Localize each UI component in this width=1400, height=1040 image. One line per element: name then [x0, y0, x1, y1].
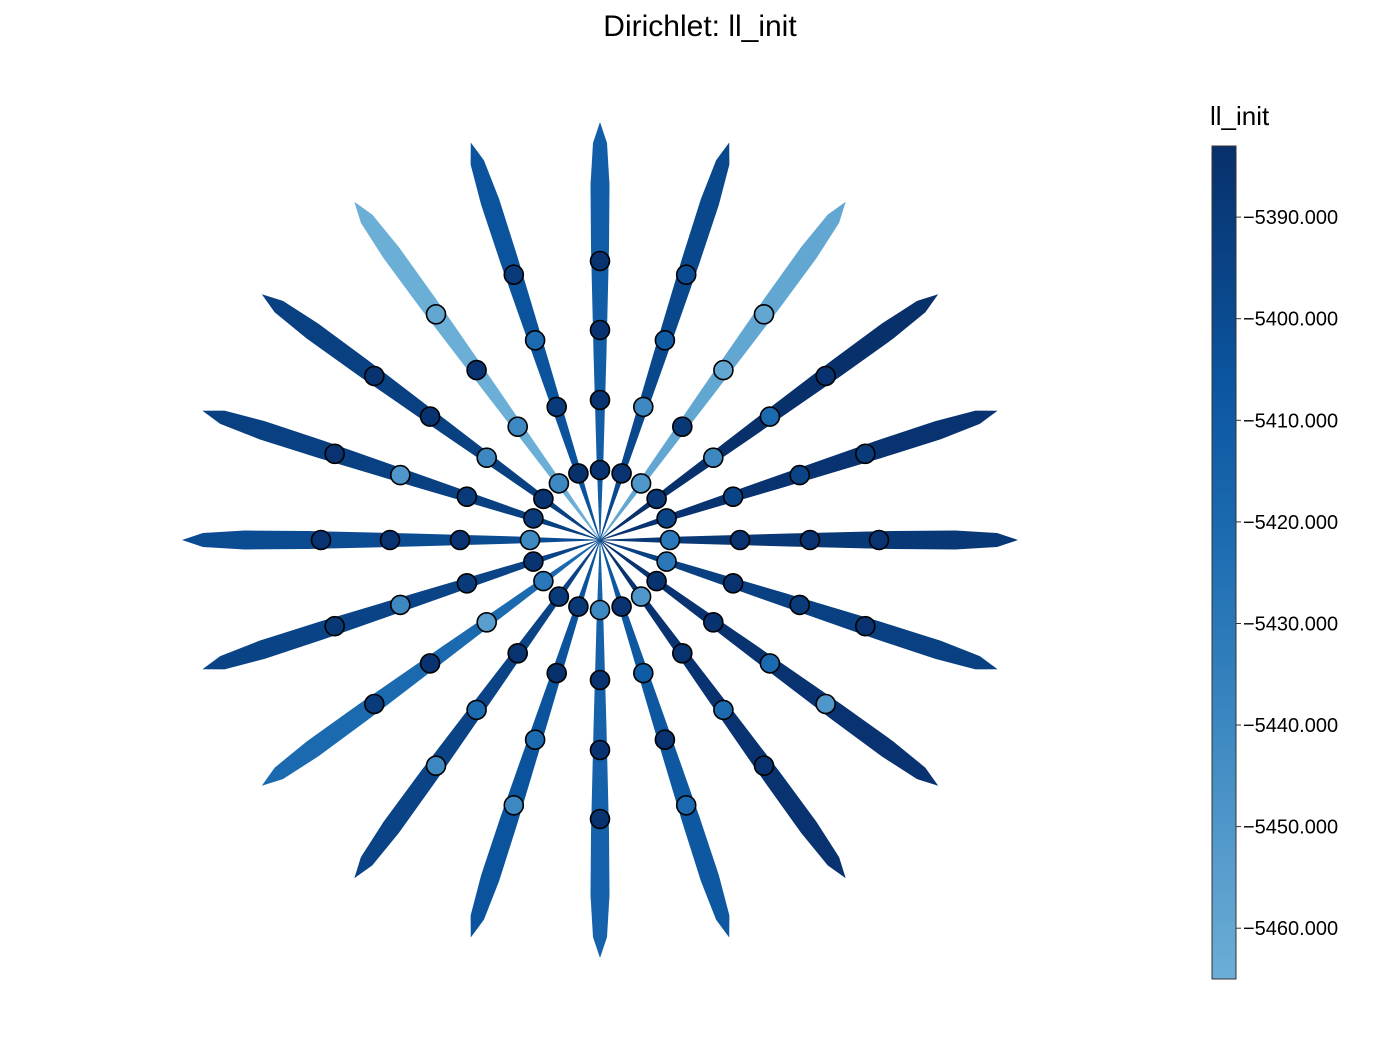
point-s12-3 [363, 693, 385, 715]
point-s11-0 [523, 551, 544, 572]
point-s6-0 [568, 463, 589, 484]
colorbar-tick-label-7: −5460.000 [1243, 918, 1338, 940]
point-s2-2 [759, 406, 781, 427]
point-s1-3 [854, 443, 876, 465]
point-s12-1 [476, 611, 498, 633]
point-s7-2 [466, 359, 487, 381]
point-s17-1 [671, 642, 693, 664]
point-s9-3 [324, 443, 346, 465]
point-s16-2 [654, 729, 676, 751]
point-s10-1 [449, 529, 471, 551]
colorbar-title: ll_init [1210, 101, 1270, 131]
colorbar-tick-label-6: −5450.000 [1243, 817, 1338, 839]
point-s18-3 [815, 693, 837, 715]
point-s8-0 [533, 488, 554, 510]
point-s9-0 [523, 508, 544, 529]
point-s7-1 [507, 416, 529, 438]
colorbar-tick-label-1: −5400.000 [1243, 309, 1338, 331]
point-s3-1 [671, 416, 693, 438]
point-s19-2 [789, 594, 811, 616]
point-s14-3 [503, 794, 525, 816]
point-s3-3 [753, 303, 775, 325]
point-s14-0 [568, 596, 589, 617]
point-s6-1 [546, 396, 568, 418]
point-s14-2 [524, 729, 546, 751]
point-s0-1 [729, 529, 751, 551]
point-s16-0 [611, 596, 632, 617]
point-s5-3 [589, 250, 611, 272]
point-s6-2 [524, 329, 546, 351]
point-s1-2 [789, 464, 811, 486]
point-s8-1 [476, 447, 498, 469]
point-s13-0 [548, 586, 570, 607]
point-s1-0 [656, 508, 677, 529]
point-s17-2 [713, 699, 734, 721]
point-s2-0 [646, 488, 667, 510]
point-s9-2 [389, 464, 411, 486]
point-s0-3 [868, 529, 890, 551]
point-s9-1 [456, 486, 478, 508]
point-s18-0 [646, 570, 667, 592]
point-s17-3 [753, 755, 775, 777]
point-s13-1 [507, 642, 529, 664]
point-s12-0 [533, 570, 554, 592]
point-s15-2 [589, 739, 611, 761]
point-s4-0 [611, 463, 632, 484]
point-s5-2 [589, 319, 611, 341]
point-s12-2 [419, 653, 441, 674]
point-s11-2 [389, 594, 411, 616]
point-s15-3 [589, 808, 611, 830]
point-s13-3 [425, 755, 447, 777]
point-s14-1 [546, 662, 568, 684]
point-s4-2 [654, 329, 676, 351]
colorbar-bar [1211, 145, 1237, 980]
point-s11-3 [324, 615, 346, 637]
point-s2-1 [702, 447, 724, 469]
point-s7-3 [425, 303, 447, 325]
point-s19-1 [722, 572, 744, 594]
point-s3-2 [713, 359, 734, 381]
point-s10-0 [519, 529, 541, 551]
point-s18-2 [759, 653, 781, 674]
point-s8-2 [419, 406, 441, 427]
point-s7-0 [548, 473, 570, 494]
point-s17-0 [630, 586, 652, 607]
point-s4-3 [675, 264, 697, 286]
point-s11-1 [456, 572, 478, 594]
colorbar-tick-label-3: −5420.000 [1243, 512, 1338, 534]
point-s5-1 [589, 389, 611, 411]
point-s4-1 [632, 396, 654, 418]
point-s0-2 [799, 529, 821, 551]
point-s15-1 [589, 669, 611, 691]
point-s16-3 [675, 794, 697, 816]
point-s16-1 [632, 662, 654, 684]
point-s0-0 [659, 529, 681, 551]
colorbar: −5390.000 −5400.000 −5410.000 −5420.000 −543… [1211, 145, 1338, 980]
point-s15-0 [589, 599, 611, 621]
colorbar-tick-label-0: −5390.000 [1243, 207, 1338, 229]
point-s1-1 [722, 486, 744, 508]
spokes-layer [182, 122, 1018, 958]
point-s19-3 [854, 615, 876, 637]
point-s13-2 [466, 699, 487, 721]
colorbar-tick-label-2: −5410.000 [1243, 410, 1338, 432]
point-s3-0 [630, 473, 652, 494]
point-s10-3 [310, 529, 332, 551]
point-s6-3 [503, 264, 525, 286]
point-s5-0 [589, 459, 611, 481]
chart-title: Dirichlet: ll_init [603, 10, 797, 43]
point-s10-2 [379, 529, 401, 551]
colorbar-tick-label-4: −5430.000 [1243, 614, 1338, 636]
point-s19-0 [656, 551, 677, 572]
colorbar-tick-label-5: −5440.000 [1243, 715, 1338, 737]
point-s18-1 [702, 611, 724, 633]
point-s2-3 [815, 365, 837, 387]
point-s8-3 [363, 365, 385, 387]
